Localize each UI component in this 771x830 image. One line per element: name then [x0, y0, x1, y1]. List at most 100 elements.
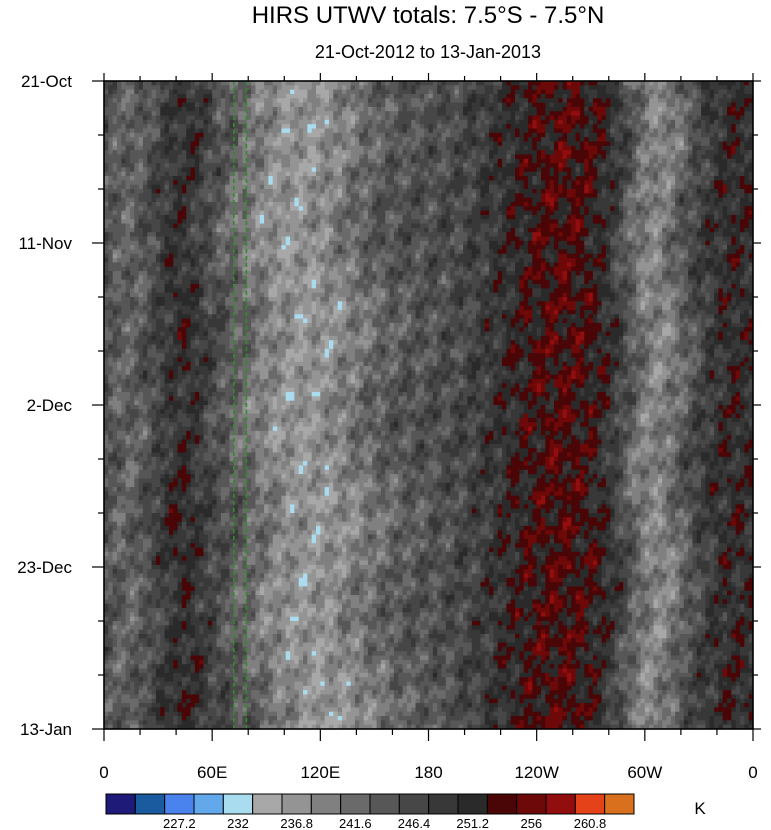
heatmap-cell [203, 111, 209, 117]
heatmap-cell [307, 89, 313, 95]
heatmap-cell [528, 137, 533, 143]
heatmap-cell [363, 128, 369, 134]
heatmap-cell [259, 171, 265, 177]
heatmap-cell [372, 106, 378, 112]
heatmap-cell [584, 189, 590, 194]
heatmap-cell [177, 176, 183, 181]
heatmap-cell [679, 124, 685, 130]
heatmap-cell [285, 219, 291, 225]
heatmap-cell [207, 189, 213, 194]
heatmap-cell [636, 128, 642, 134]
heatmap-cell [238, 206, 244, 212]
heatmap-cell [540, 93, 546, 99]
heatmap-cell [134, 106, 140, 112]
heatmap-cell [536, 167, 542, 173]
heatmap-cell [199, 180, 205, 186]
heatmap-cell [203, 219, 209, 225]
heatmap-cell [398, 106, 404, 112]
heatmap-cell [164, 89, 170, 95]
heatmap-cell [173, 154, 179, 160]
heatmap-cell [696, 93, 702, 99]
heatmap-cell [346, 89, 352, 95]
heatmap-cell [155, 180, 161, 186]
heatmap-cell [337, 197, 343, 203]
heatmap-cell [467, 206, 473, 212]
heatmap-cell [177, 89, 183, 95]
heatmap-cell [181, 150, 187, 156]
heatmap-cell [341, 193, 347, 199]
heatmap-cell [484, 102, 490, 108]
heatmap-cell [125, 176, 131, 181]
heatmap-cell [393, 189, 399, 194]
heatmap-cell [510, 81, 516, 86]
heatmap-cell [636, 141, 642, 147]
heatmap-cell [199, 167, 205, 173]
heatmap-cell [510, 214, 516, 220]
heatmap-cell [251, 150, 257, 156]
heatmap-cell [320, 206, 326, 212]
heatmap-cell [670, 89, 676, 95]
heatmap-cell [718, 154, 724, 160]
heatmap-cell [372, 124, 378, 130]
heatmap-cell [186, 223, 192, 229]
heatmap-cell [545, 163, 551, 168]
heatmap-cell [714, 184, 719, 190]
heatmap-cell [238, 111, 244, 117]
heatmap-cell [489, 201, 494, 207]
heatmap-cell [311, 171, 317, 177]
heatmap-cell [709, 163, 715, 168]
heatmap-cell [151, 193, 157, 199]
heatmap-cell [104, 106, 109, 112]
heatmap-cell [692, 115, 698, 121]
heatmap-cell [588, 171, 594, 177]
heatmap-cell [104, 150, 109, 156]
heatmap-cell [194, 93, 200, 99]
heatmap-cell [722, 93, 728, 99]
heatmap-cell [285, 128, 291, 134]
heatmap-cell [445, 89, 451, 95]
heatmap-cell [155, 184, 161, 190]
heatmap-cell [264, 163, 270, 168]
heatmap-cell [692, 124, 698, 130]
heatmap-cell [688, 150, 694, 156]
heatmap-cell [398, 128, 404, 134]
heatmap-cell [454, 176, 460, 181]
heatmap-cell [592, 219, 598, 225]
heatmap-cell [350, 219, 356, 225]
heatmap-cell [484, 214, 490, 220]
heatmap-cell [506, 197, 512, 203]
heatmap-cell [164, 141, 170, 147]
heatmap-cell [272, 141, 278, 147]
heatmap-cell [523, 180, 529, 186]
heatmap-cell [744, 210, 750, 216]
heatmap-cell [605, 219, 611, 225]
heatmap-cell [259, 223, 265, 229]
heatmap-cell [190, 81, 196, 86]
heatmap-cell [588, 137, 594, 143]
heatmap-cell [497, 201, 503, 207]
heatmap-cell [277, 197, 282, 203]
heatmap-cell [419, 184, 425, 190]
heatmap-cell [251, 98, 257, 104]
heatmap-cell [523, 176, 529, 181]
heatmap-cell [437, 163, 443, 168]
heatmap-cell [558, 193, 564, 199]
heatmap-cell [471, 163, 477, 168]
heatmap-cell [376, 193, 382, 199]
heatmap-cell [701, 193, 707, 199]
heatmap-cell [155, 111, 161, 117]
heatmap-cell [532, 145, 538, 151]
heatmap-cell [138, 111, 144, 117]
heatmap-cell [675, 119, 681, 125]
heatmap-cell [709, 193, 715, 199]
heatmap-cell [303, 119, 308, 125]
heatmap-cell [601, 154, 607, 160]
heatmap-cell [445, 124, 451, 130]
heatmap-cell [571, 184, 577, 190]
heatmap-cell [484, 189, 490, 194]
heatmap-cell [298, 180, 304, 186]
heatmap-cell [147, 106, 153, 112]
heatmap-cell [155, 85, 161, 91]
heatmap-cell [740, 111, 745, 117]
heatmap-cell [601, 124, 607, 130]
